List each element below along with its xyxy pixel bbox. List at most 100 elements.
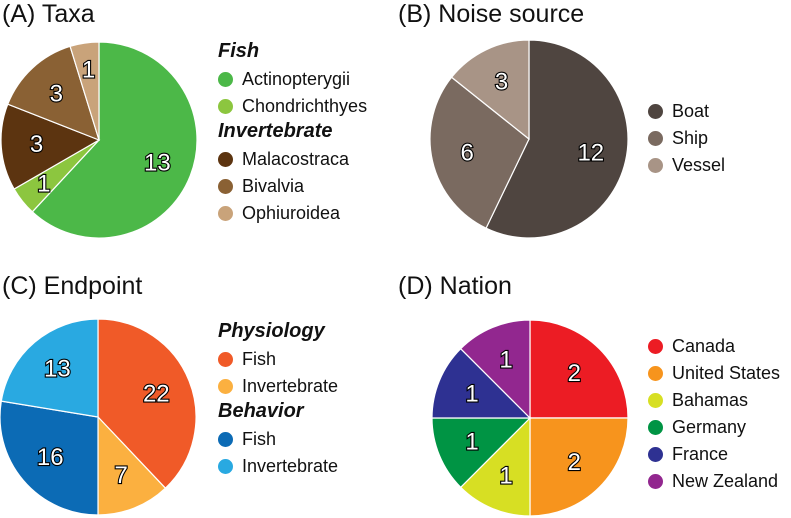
legend-item-germany: Germany [648,414,780,441]
legend-label: Boat [672,101,710,121]
legend-item-canada: Canada [648,333,780,360]
slice-value-label: 1 [465,381,478,408]
pie-slice-ship [429,76,530,230]
slice-value-label: 7 [115,462,128,489]
chart-title: (D) Nation [398,272,512,300]
slice-value-label: 1 [82,57,95,84]
slice-value-label: 13 [44,356,71,383]
legend-group-fish: Fish [218,40,260,62]
legend-endpoint: Physiology Fish Invertebrate Behavior Fish In… [218,320,338,480]
pie-slice-fish [0,400,99,516]
slice-value-label: 3 [30,131,43,158]
legend-swatch [648,474,663,489]
legend-label: Bahamas [672,390,749,410]
slice-value-label: 6 [461,140,474,167]
pie-slice-vessel [450,39,530,141]
legend-item-actinopterygii: Actinopterygii [218,66,367,93]
legend-group-behavior: Behavior [218,400,304,422]
pie-slice-bivalvia [6,45,100,142]
pie-slice-malacostraca [0,103,101,190]
legend-label: Chondrichthyes [242,96,368,116]
legend-item-invertebrate: Invertebrate [218,373,338,400]
legend-item-chondrichthyes: Chondrichthyes [218,93,367,120]
legend-label: Malacostraca [242,149,350,169]
legend-swatch [648,420,663,435]
legend-item-boat: Boat [648,98,725,125]
legend-item-bivalvia: Bivalvia [218,173,367,200]
legend-label: Ship [672,128,709,148]
legend-swatch [648,339,663,354]
slice-value-label: 1 [499,347,512,374]
legend-swatch [648,393,663,408]
legend-item-ophiuroidea: Ophiuroidea [218,200,367,227]
legend-item-bahamas: Bahamas [648,387,780,414]
legend-label: France [672,444,729,464]
pie-slice-united-states [529,417,629,517]
legend-item-malacostraca: Malacostraca [218,146,367,173]
legend-swatch [648,366,663,381]
legend-item-invertebrate: Invertebrate [218,453,338,480]
legend-item-vessel: Vessel [648,152,725,179]
legend-noise-source: Boat Ship Vessel [648,98,725,179]
legend-item-france: France [648,441,780,468]
legend-label: Ophiuroidea [242,203,341,223]
legend-swatch [218,379,233,394]
legend-label: Fish [242,429,277,449]
legend-item-new-zealand: New Zealand [648,468,780,495]
legend-taxa: Fish Actinopterygii Chondrichthyes Inverteb… [218,40,367,227]
slice-value-label: 1 [499,462,512,489]
legend-item-ship: Ship [648,125,725,152]
legend-swatch [218,99,233,114]
slice-value-label: 2 [568,449,581,476]
legend-label: Bivalvia [242,176,305,196]
pie-slice-new-zealand [459,319,531,420]
legend-swatch [218,152,233,167]
pie-slice-canada [529,319,629,419]
pie-slice-ophiuroidea [69,41,100,141]
legend-group-invertebrate: Invertebrate [218,120,333,142]
legend-item-united-states: United States [648,360,780,387]
legend-label: Actinopterygii [242,69,351,89]
slice-value-label: 3 [495,68,508,95]
legend-swatch [218,206,233,221]
slice-value-label: 1 [37,171,50,198]
chart-title: (C) Endpoint [2,272,143,300]
legend-nation: Canada United States Bahamas Germany France N… [648,333,780,495]
legend-item-fish: Fish [218,426,338,453]
legend-swatch [648,131,663,146]
legend-swatch [218,352,233,367]
legend-swatch [218,459,233,474]
slice-value-label: 2 [568,360,581,387]
legend-label: Invertebrate [242,456,339,476]
legend-swatch [648,158,663,173]
legend-label: Canada [672,336,736,356]
legend-label: Invertebrate [242,376,339,396]
slice-value-label: 12 [577,140,604,167]
legend-swatch [218,179,233,194]
pie-slice-germany [431,417,532,489]
pie-slice-bahamas [459,416,531,517]
legend-label: United States [672,363,781,383]
chart-title: (A) Taxa [2,0,95,28]
slice-value-label: 3 [50,81,63,108]
legend-swatch [648,447,663,462]
pie-slice-fish [97,318,197,489]
pie-slice-invertebrate [0,318,99,418]
legend-swatch [218,72,233,87]
slice-value-label: 22 [143,380,170,407]
pie-slice-invertebrate [97,415,167,516]
slice-value-label: 13 [144,149,171,176]
slice-value-label: 1 [465,429,478,456]
pie-slice-france [431,347,532,419]
slice-value-label: 16 [37,444,64,471]
legend-swatch [218,432,233,447]
legend-group-physiology: Physiology [218,320,325,342]
legend-label: Vessel [672,155,726,175]
legend-label: Germany [672,417,747,437]
pie-slice-actinopterygii [31,41,198,239]
legend-item-fish: Fish [218,346,338,373]
